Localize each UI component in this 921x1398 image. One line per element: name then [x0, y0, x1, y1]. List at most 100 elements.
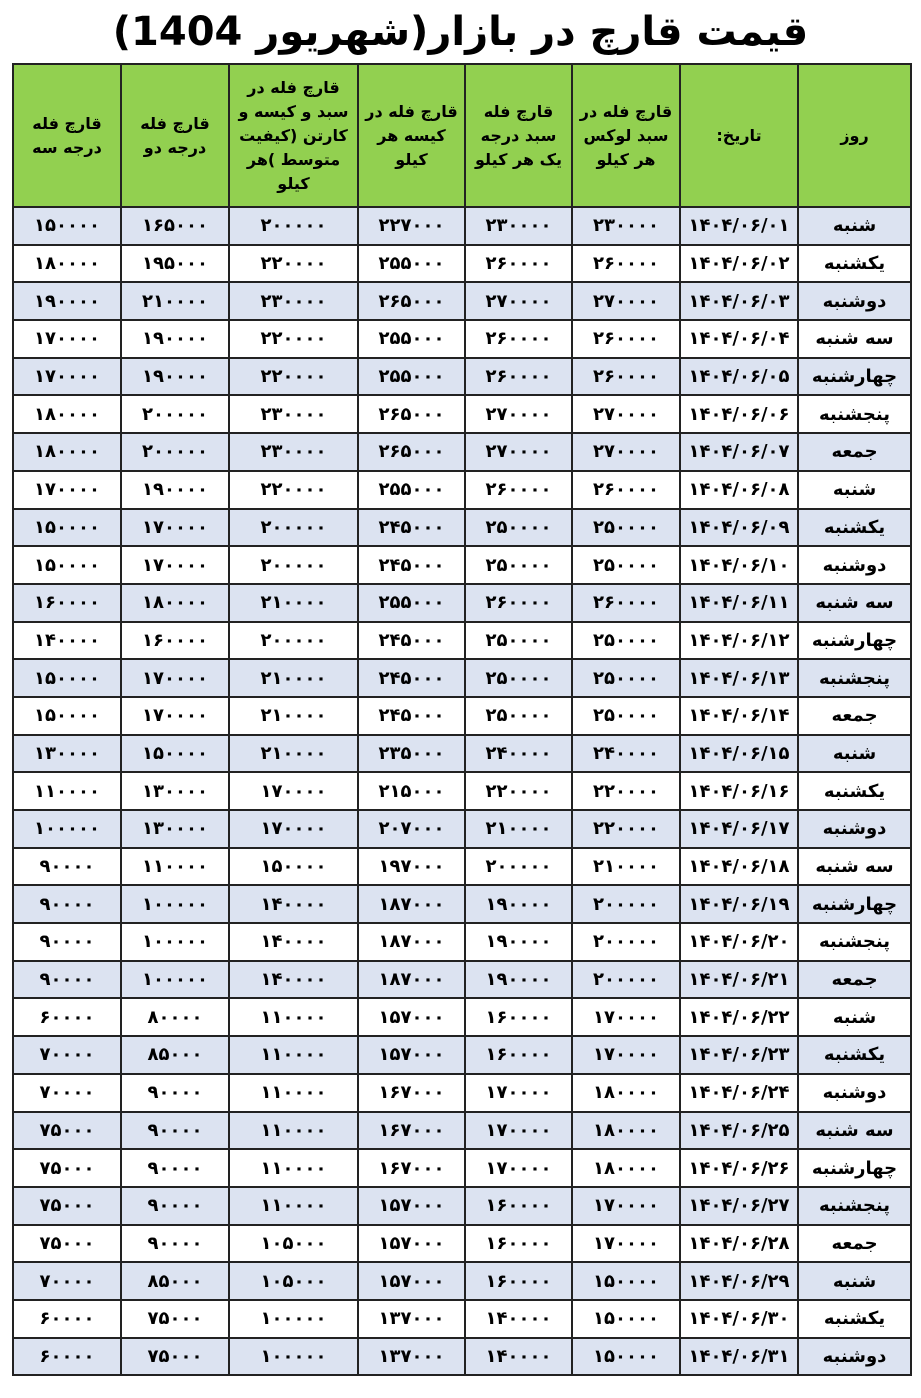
table-cell: ۲۵۰۰۰۰: [571, 695, 681, 736]
table-cell: ۱۵۰۰۰۰: [12, 545, 122, 585]
table-cell: ۱۴۰۰۰۰: [12, 620, 122, 661]
table-cell: ۲۵۰۰۰۰: [464, 545, 573, 585]
column-header: قارچ فله درجه دو: [120, 63, 230, 208]
table-cell: ۱۹۷۰۰۰: [357, 846, 466, 887]
table-cell: ۱۴۰۴/۰۶/۲۵: [679, 1110, 799, 1151]
table-cell: ۱۴۰۴/۰۶/۱۲: [679, 620, 799, 661]
table-cell: سه شنبه: [797, 319, 912, 359]
table-row: دوشنبه ۱۴۰۴/۰۶/۳۱ ۱۵۰۰۰۰ ۱۴۰۰۰۰ ۱۳۷۰۰۰ ۱۰۰۰۰۰…: [12, 1336, 912, 1377]
table-cell: ۱۴۰۰۰۰: [228, 922, 359, 962]
table-cell: ۱۷۰۰۰۰: [464, 1072, 573, 1113]
table-cell: ۲۴۵۰۰۰: [357, 507, 466, 548]
table-cell: ۲۵۵۰۰۰: [357, 469, 466, 510]
table-cell: ۱۴۰۴/۰۶/۰۶: [679, 394, 799, 435]
table-cell: ۲۱۰۰۰۰: [120, 281, 230, 322]
column-header: تاریخ:: [679, 63, 799, 208]
table-row: شنبه ۱۴۰۴/۰۶/۲۹ ۱۵۰۰۰۰ ۱۶۰۰۰۰ ۱۵۷۰۰۰ ۱۰۵۰۰۰ ۸۵…: [12, 1261, 912, 1301]
table-cell: ۹۰۰۰۰: [12, 884, 122, 925]
table-cell: ۱۸۰۰۰۰: [12, 394, 122, 435]
table-cell: ۱۷۰۰۰۰: [464, 1148, 573, 1188]
table-row: شنبه ۱۴۰۴/۰۶/۰۱ ۲۳۰۰۰۰ ۲۳۰۰۰۰ ۲۲۷۰۰۰ ۲۰۰۰۰۰ ۱۶…: [12, 206, 912, 246]
table-cell: ۱۴۰۴/۰۶/۲۰: [679, 922, 799, 962]
table-cell: ۱۳۰۰۰۰: [120, 771, 230, 811]
table-cell: ۷۵۰۰۰: [12, 1148, 122, 1188]
table-cell: ۱۶۰۰۰۰: [12, 582, 122, 623]
table-cell: پنجشنبه: [797, 1185, 912, 1226]
table-cell: ۱۷۰۰۰۰: [571, 1035, 681, 1075]
table-cell: دوشنبه: [797, 1336, 912, 1377]
table-cell: ۱۸۰۰۰۰: [120, 582, 230, 623]
table-row: پنجشنبه ۱۴۰۴/۰۶/۱۳ ۲۵۰۰۰۰ ۲۵۰۰۰۰ ۲۴۵۰۰۰ ۲۱۰۰۰…: [12, 658, 912, 698]
table-cell: ۱۱۰۰۰۰: [228, 997, 359, 1038]
table-cell: ۱۷۰۰۰۰: [571, 997, 681, 1038]
table-row: دوشنبه ۱۴۰۴/۰۶/۱۷ ۲۲۰۰۰۰ ۲۱۰۰۰۰ ۲۰۷۰۰۰ ۱۷۰۰۰۰…: [12, 809, 912, 849]
table-cell: ۲۵۰۰۰۰: [464, 507, 573, 548]
table-cell: ۱۶۰۰۰۰: [464, 997, 573, 1038]
table-cell: پنجشنبه: [797, 394, 912, 435]
table-cell: ۲۵۵۰۰۰: [357, 582, 466, 623]
table-row: شنبه ۱۴۰۴/۰۶/۰۸ ۲۶۰۰۰۰ ۲۶۰۰۰۰ ۲۵۵۰۰۰ ۲۲۰۰۰۰ ۱۹…: [12, 469, 912, 510]
table-cell: ۱۳۰۰۰۰: [120, 809, 230, 849]
table-cell: ۱۴۰۴/۰۶/۱۱: [679, 582, 799, 623]
table-cell: ۲۲۰۰۰۰: [464, 771, 573, 811]
table-row: چهارشنبه ۱۴۰۴/۰۶/۰۵ ۲۶۰۰۰۰ ۲۶۰۰۰۰ ۲۵۵۰۰۰ ۲۲۰۰…: [12, 356, 912, 397]
table-cell: ۷۰۰۰۰: [12, 1261, 122, 1301]
table-cell: ۷۵۰۰۰: [120, 1298, 230, 1339]
table-cell: ۱۳۷۰۰۰: [357, 1298, 466, 1339]
table-cell: ۹۰۰۰۰: [12, 846, 122, 887]
table-cell: ۱۴۰۴/۰۶/۲۲: [679, 997, 799, 1038]
table-cell: ۲۰۰۰۰۰: [228, 507, 359, 548]
table-cell: ۱۰۰۰۰۰: [228, 1336, 359, 1377]
table-cell: ۲۱۵۰۰۰: [357, 771, 466, 811]
table-cell: ۲۶۰۰۰۰: [464, 356, 573, 397]
table-cell: ۱۴۰۴/۰۶/۲۹: [679, 1261, 799, 1301]
table-cell: ۲۶۰۰۰۰: [464, 469, 573, 510]
table-cell: جمعه: [797, 432, 912, 472]
table-cell: شنبه: [797, 997, 912, 1038]
table-cell: ۱۴۰۰۰۰: [228, 959, 359, 1000]
table-cell: ۱۷۰۰۰۰: [12, 469, 122, 510]
table-row: جمعه ۱۴۰۴/۰۶/۰۷ ۲۷۰۰۰۰ ۲۷۰۰۰۰ ۲۶۵۰۰۰ ۲۳۰۰۰۰ ۲۰…: [12, 432, 912, 472]
table-cell: یکشنبه: [797, 507, 912, 548]
table-cell: ۱۴۰۴/۰۶/۲۸: [679, 1223, 799, 1264]
table-cell: ۱۹۰۰۰۰: [464, 959, 573, 1000]
table-cell: ۱۶۰۰۰۰: [464, 1261, 573, 1301]
table-cell: ۲۱۰۰۰۰: [228, 733, 359, 774]
table-cell: ۲۳۵۰۰۰: [357, 733, 466, 774]
table-cell: ۱۳۰۰۰۰: [12, 733, 122, 774]
table-row: پنجشنبه ۱۴۰۴/۰۶/۲۰ ۲۰۰۰۰۰ ۱۹۰۰۰۰ ۱۸۷۰۰۰ ۱۴۰۰۰…: [12, 922, 912, 962]
table-cell: ۲۶۵۰۰۰: [357, 394, 466, 435]
table-cell: ۱۰۰۰۰۰: [120, 922, 230, 962]
table-cell: جمعه: [797, 959, 912, 1000]
table-cell: ۲۷۰۰۰۰: [571, 432, 681, 472]
table-cell: چهارشنبه: [797, 1148, 912, 1188]
table-cell: ۲۶۰۰۰۰: [571, 469, 681, 510]
table-row: شنبه ۱۴۰۴/۰۶/۲۲ ۱۷۰۰۰۰ ۱۶۰۰۰۰ ۱۵۷۰۰۰ ۱۱۰۰۰۰ ۸۰…: [12, 997, 912, 1038]
table-row: یکشنبه ۱۴۰۴/۰۶/۳۰ ۱۵۰۰۰۰ ۱۴۰۰۰۰ ۱۳۷۰۰۰ ۱۰۰۰۰۰…: [12, 1298, 912, 1339]
table-cell: ۱۹۰۰۰۰: [120, 469, 230, 510]
table-cell: ۲۶۰۰۰۰: [464, 243, 573, 284]
price-table: روز تاریخ: قارچ فله در سبد لوکس هر کیلو قار…: [12, 63, 912, 1377]
table-row: یکشنبه ۱۴۰۴/۰۶/۰۲ ۲۶۰۰۰۰ ۲۶۰۰۰۰ ۲۵۵۰۰۰ ۲۲۰۰۰۰…: [12, 243, 912, 284]
table-cell: ۱۷۰۰۰۰: [228, 809, 359, 849]
table-cell: ۲۱۰۰۰۰: [464, 809, 573, 849]
table-row: جمعه ۱۴۰۴/۰۶/۱۴ ۲۵۰۰۰۰ ۲۵۰۰۰۰ ۲۴۵۰۰۰ ۲۱۰۰۰۰ ۱۷…: [12, 695, 912, 736]
table-row: سه شنبه ۱۴۰۴/۰۶/۲۵ ۱۸۰۰۰۰ ۱۷۰۰۰۰ ۱۶۷۰۰۰ ۱۱۰۰۰…: [12, 1110, 912, 1151]
table-cell: ۱۱۰۰۰۰: [228, 1072, 359, 1113]
table-cell: ۲۵۰۰۰۰: [464, 695, 573, 736]
table-cell: ۱۹۵۰۰۰: [120, 243, 230, 284]
table-cell: ۲۳۰۰۰۰: [464, 206, 573, 246]
table-cell: ۱۵۷۰۰۰: [357, 1035, 466, 1075]
table-cell: ۷۰۰۰۰: [12, 1072, 122, 1113]
table-cell: ۲۰۰۰۰۰: [120, 394, 230, 435]
table-cell: یکشنبه: [797, 1298, 912, 1339]
table-cell: ۲۷۰۰۰۰: [571, 394, 681, 435]
table-cell: ۱۱۰۰۰۰: [228, 1148, 359, 1188]
table-cell: ۹۰۰۰۰: [120, 1148, 230, 1188]
column-header: قارچ فله در سبد لوکس هر کیلو: [571, 63, 681, 208]
table-cell: یکشنبه: [797, 243, 912, 284]
table-cell: ۹۰۰۰۰: [120, 1110, 230, 1151]
table-cell: ۱۴۰۴/۰۶/۱۹: [679, 884, 799, 925]
table-cell: ۱۵۰۰۰۰: [12, 206, 122, 246]
